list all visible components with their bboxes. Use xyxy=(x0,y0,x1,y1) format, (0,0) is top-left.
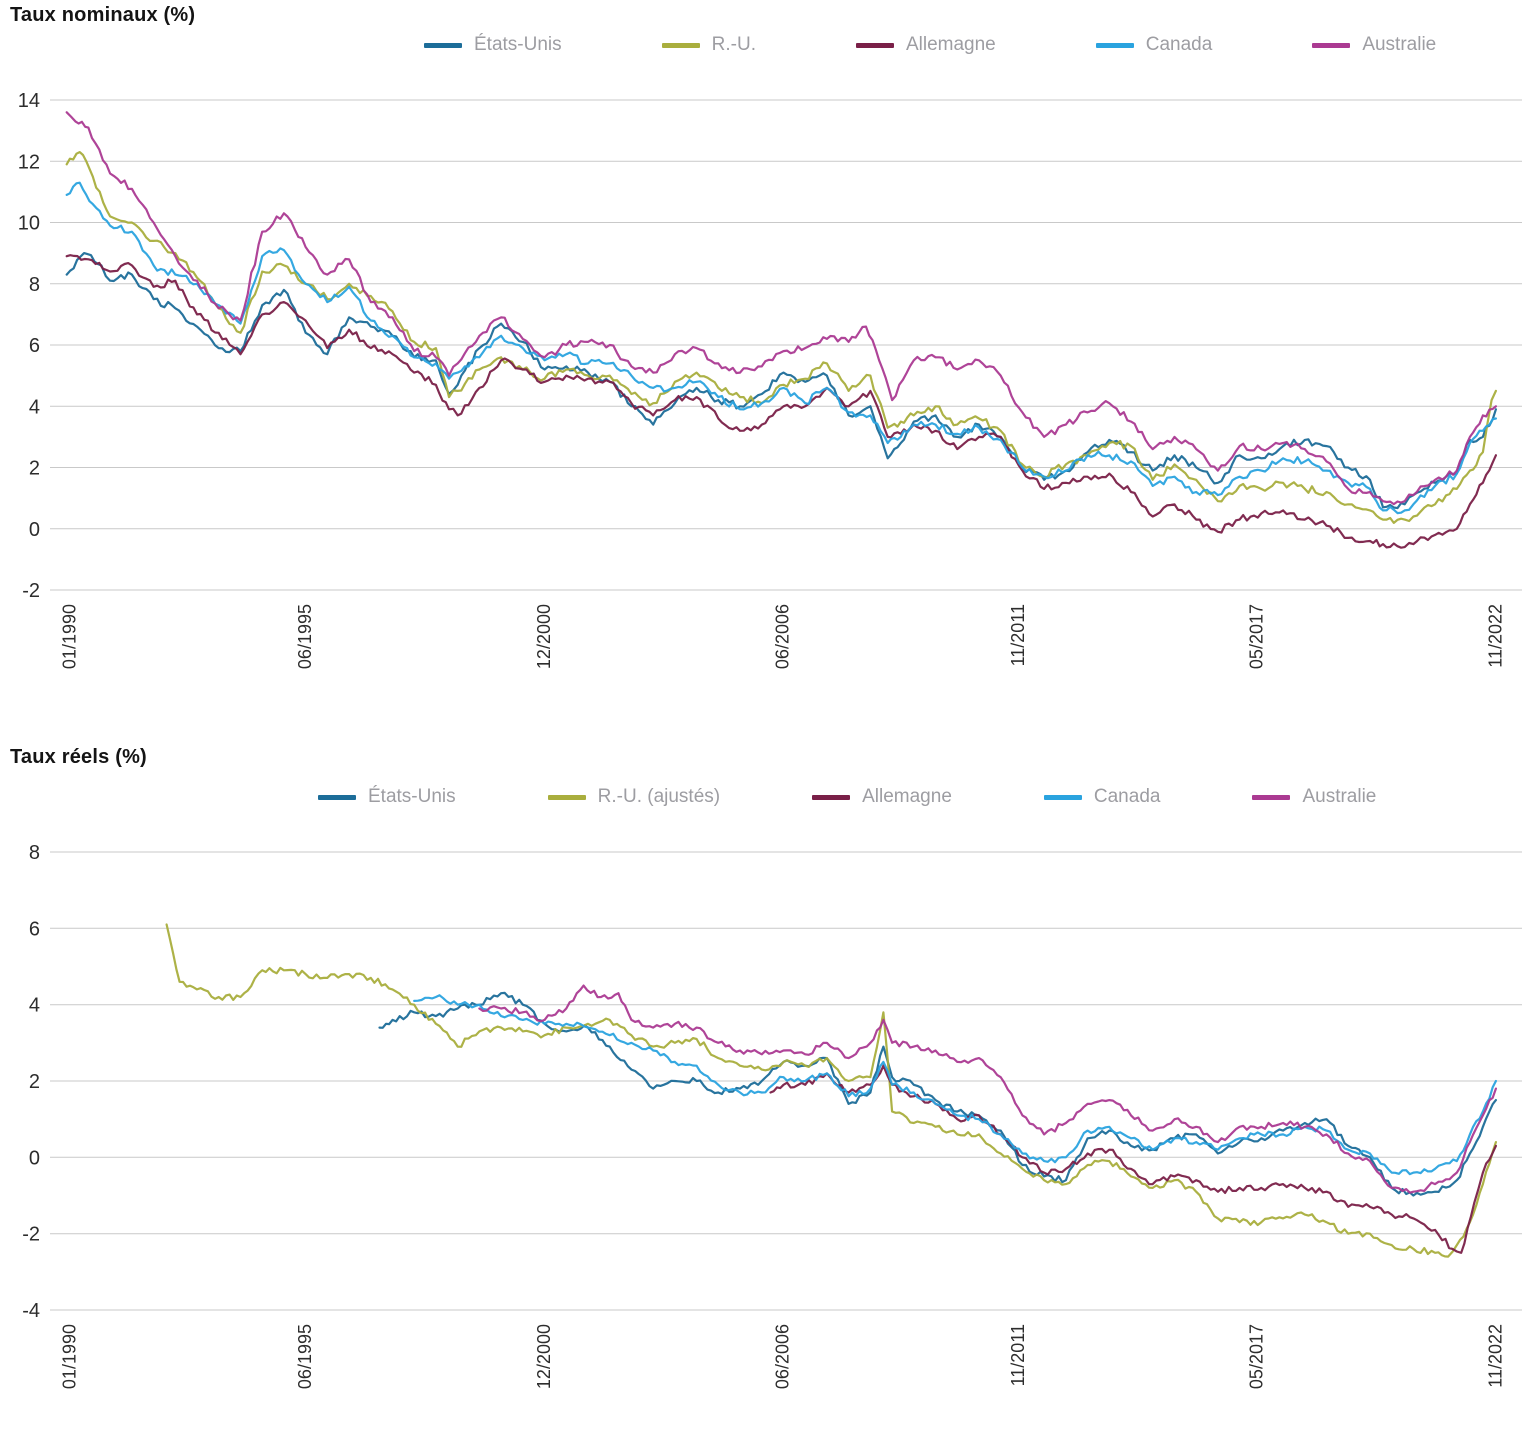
y-tick-label: 10 xyxy=(18,213,40,235)
legend-item-r-u: R.-U. xyxy=(661,34,756,56)
y-tick-label: 4 xyxy=(29,995,40,1017)
legend-item-canada: Canada xyxy=(1043,786,1161,808)
x-tick-label: 12/2000 xyxy=(534,604,554,669)
series-line-2 xyxy=(769,1064,1497,1254)
nominal-rates-chart-section: Taux nominaux (%) États-Unis R.-U. Allem… xyxy=(0,0,1532,700)
x-tick-label: 06/1995 xyxy=(295,1324,315,1389)
y-tick-label: 12 xyxy=(18,151,40,173)
legend-label-australie: Australie xyxy=(1362,34,1437,55)
series-line-4 xyxy=(65,111,1497,506)
chart-title-nominal: Taux nominaux (%) xyxy=(10,4,196,26)
series-line-0 xyxy=(378,991,1497,1197)
legend-swatch-australie xyxy=(1312,42,1351,48)
series-line-3 xyxy=(65,181,1497,515)
series-line-0 xyxy=(65,252,1497,510)
legend-swatch-r-u xyxy=(661,42,700,48)
legend-item-allemagne: Allemagne xyxy=(855,34,996,56)
legend-swatch-r-u-ajustes xyxy=(547,794,586,800)
legend-item-etats-unis: États-Unis xyxy=(318,786,456,808)
chart-title-real: Taux réels (%) xyxy=(10,746,147,768)
legend-item-r-u-ajustes: R.-U. (ajustés) xyxy=(547,786,721,808)
legend-item-canada: Canada xyxy=(1095,34,1213,56)
legend-label-etats-unis: États-Unis xyxy=(368,786,456,807)
legend-swatch-australie xyxy=(1252,794,1291,800)
y-tick-label: 2 xyxy=(29,458,40,480)
y-tick-label: 2 xyxy=(29,1071,40,1093)
legend-swatch-etats-unis xyxy=(318,794,356,800)
y-tick-label: 8 xyxy=(29,842,40,864)
legend-nominal: États-Unis R.-U. Allemagne Canada Austra… xyxy=(424,34,1436,56)
series-line-1 xyxy=(65,151,1497,524)
legend-label-canada: Canada xyxy=(1093,786,1161,807)
y-tick-label: -2 xyxy=(22,580,40,602)
real-rates-plot: 8 6 4 2 0 -2 -4 01/1990 06/1995 12/2000 06/2006 11/… xyxy=(22,842,1522,1389)
x-tick-label: 01/1990 xyxy=(59,604,79,669)
legend-swatch-allemagne xyxy=(812,794,851,800)
x-tick-label: 06/2006 xyxy=(773,1324,793,1389)
x-tick-label: 11/2011 xyxy=(1008,1324,1028,1386)
legend-swatch-allemagne xyxy=(855,42,894,48)
legend-swatch-etats-unis xyxy=(424,42,462,48)
y-tick-label: 6 xyxy=(29,918,40,940)
y-tick-label: -4 xyxy=(22,1300,40,1322)
legend-label-australie: Australie xyxy=(1302,786,1377,807)
legend-label-allemagne: Allemagne xyxy=(905,34,996,55)
x-tick-label: 11/2011 xyxy=(1008,604,1028,666)
legend-label-etats-unis: États-Unis xyxy=(474,34,562,55)
y-tick-label: 0 xyxy=(29,1147,40,1169)
legend-label-r-u-ajustes: R.-U. (ajustés) xyxy=(597,786,721,807)
legend-item-etats-unis: États-Unis xyxy=(424,34,562,56)
x-tick-label: 01/1990 xyxy=(59,1324,79,1389)
x-tick-label: 06/2006 xyxy=(773,604,793,669)
legend-item-allemagne: Allemagne xyxy=(812,786,952,808)
x-tick-label: 11/2022 xyxy=(1486,1324,1506,1388)
legend-label-allemagne: Allemagne xyxy=(862,786,952,807)
series-line-1 xyxy=(165,923,1497,1258)
real-rates-chart-section: Taux réels (%) États-Unis R.-U. (ajustés… xyxy=(0,700,1532,1440)
legend-label-r-u: R.-U. xyxy=(711,34,756,55)
legend-label-canada: Canada xyxy=(1145,34,1213,55)
y-tick-label: 14 xyxy=(18,90,40,112)
nominal-rates-plot: 14 12 10 8 6 4 2 0 -2 01/1990 06/1995 12/2000 06/200… xyxy=(18,90,1522,669)
legend-item-australie: Australie xyxy=(1312,34,1436,56)
series-line-3 xyxy=(413,994,1497,1176)
x-tick-label: 05/2017 xyxy=(1247,1324,1267,1389)
legend-item-australie: Australie xyxy=(1252,786,1376,808)
legend-real: États-Unis R.-U. (ajustés) Allemagne Can… xyxy=(318,786,1376,808)
series-line-2 xyxy=(65,254,1497,549)
series-line-4 xyxy=(478,984,1497,1194)
y-tick-label: 4 xyxy=(29,396,40,418)
x-tick-label: 06/1995 xyxy=(295,604,315,669)
legend-swatch-canada xyxy=(1043,794,1082,800)
x-tick-label: 11/2022 xyxy=(1486,604,1506,668)
y-tick-label: 0 xyxy=(29,519,40,541)
x-tick-label: 05/2017 xyxy=(1247,604,1267,669)
legend-swatch-canada xyxy=(1095,42,1134,48)
y-tick-label: 6 xyxy=(29,335,40,357)
x-tick-label: 12/2000 xyxy=(534,1324,554,1389)
y-tick-label: -2 xyxy=(22,1224,40,1246)
y-tick-label: 8 xyxy=(29,274,40,296)
